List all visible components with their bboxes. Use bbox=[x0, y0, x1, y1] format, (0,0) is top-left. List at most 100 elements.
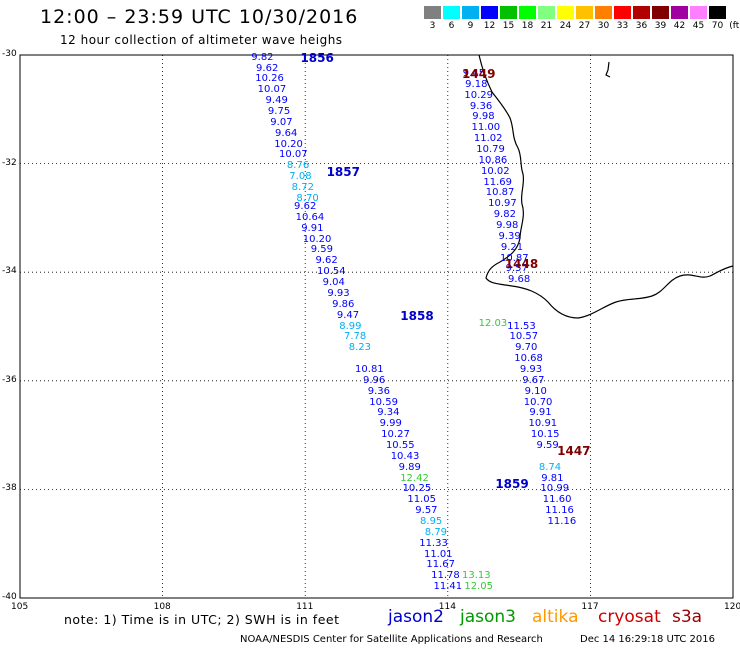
map-title: 12:00 – 23:59 UTC 10/30/2016 bbox=[40, 6, 359, 28]
legend-swatch-label: 3 bbox=[429, 21, 436, 31]
wave-height-label: 9.10 bbox=[524, 385, 547, 397]
wave-height-label: 11.33 bbox=[419, 537, 448, 549]
wave-height-label: 9.75 bbox=[267, 106, 291, 117]
wave-height-label: 10.43 bbox=[390, 450, 420, 462]
wave-height-label: 9.59 bbox=[536, 439, 559, 451]
legend-swatch bbox=[671, 6, 688, 19]
wave-height-label: 9.62 bbox=[315, 255, 338, 267]
y-tick-label: -36 bbox=[2, 374, 17, 385]
legend-swatch-label: 9 bbox=[467, 21, 474, 31]
legend-swatch-label: 12 bbox=[483, 21, 496, 31]
wave-height-label: 10.91 bbox=[528, 418, 558, 430]
legend-swatch-label: 21 bbox=[540, 21, 553, 31]
wave-height-label: 9.67 bbox=[522, 374, 545, 386]
wave-height-label: 10.57 bbox=[509, 331, 539, 343]
wave-height-label: 8.70 bbox=[296, 192, 319, 204]
y-tick-label: -30 bbox=[2, 49, 17, 59]
wave-height-label: 8.79 bbox=[424, 526, 448, 538]
wave-height-label: 11.01 bbox=[423, 548, 453, 560]
wave-height-label: 8.99 bbox=[339, 320, 362, 332]
legend-swatch bbox=[500, 6, 517, 19]
legend-swatch bbox=[462, 6, 479, 19]
wave-height-label: 8.74 bbox=[538, 461, 562, 473]
wave-height-label: 8.95 bbox=[420, 515, 443, 527]
legend-swatch bbox=[443, 6, 460, 19]
wave-height-label: 12.42 bbox=[400, 472, 429, 484]
wave-height-label: 10.20 bbox=[274, 138, 303, 150]
wave-height-label: 9.36 bbox=[367, 385, 391, 397]
legend-swatch-label: 33 bbox=[616, 21, 629, 31]
legend-swatch bbox=[595, 6, 612, 19]
x-tick-label: 120 bbox=[724, 602, 740, 612]
wave-height-label: 9.21 bbox=[500, 241, 524, 253]
wave-height-label: 9.59 bbox=[310, 244, 333, 256]
wave-height-label: 9.18 bbox=[465, 78, 488, 90]
legend-swatch-label: 24 bbox=[559, 21, 572, 31]
wave-height-label: 11.67 bbox=[426, 559, 455, 571]
wave-height-label: 9.45 bbox=[462, 68, 486, 79]
wave-height-label: 11.00 bbox=[471, 122, 501, 134]
wave-height-label: 9.91 bbox=[301, 222, 324, 234]
legend-swatch-label: 36 bbox=[635, 21, 648, 31]
wave-height-label: 12.03 bbox=[478, 317, 508, 329]
y-tick-label: -34 bbox=[2, 266, 17, 277]
wave-height-label: 9.70 bbox=[515, 342, 538, 354]
legend-swatch-label: 42 bbox=[673, 21, 686, 31]
legend-swatch bbox=[557, 6, 574, 19]
x-tick-label: 105 bbox=[11, 602, 29, 612]
wave-height-label: 10.59 bbox=[369, 396, 398, 408]
wave-height-label: 9.96 bbox=[362, 374, 386, 386]
legend-swatch-label: 6 bbox=[448, 21, 455, 31]
coastline-western-australia bbox=[478, 54, 734, 319]
wave-height-label: 9.62 bbox=[256, 62, 279, 74]
wave-height-label: 10.54 bbox=[317, 266, 346, 278]
wave-height-label: 9.98 bbox=[496, 220, 519, 232]
y-tick-label: -32 bbox=[2, 157, 17, 168]
wave-height-label: 10.29 bbox=[464, 89, 494, 101]
wave-height-label: 8.76 bbox=[286, 160, 310, 172]
wave-height-label: 10.07 bbox=[278, 149, 308, 161]
wave-height-label: 10.07 bbox=[257, 84, 287, 96]
x-tick-label: 117 bbox=[581, 602, 599, 612]
map-area bbox=[20, 55, 733, 598]
y-tick-label: -40 bbox=[2, 592, 17, 602]
satellite-legend-item: cryosat bbox=[598, 607, 661, 627]
wave-height-label: 9.57 bbox=[415, 505, 438, 517]
coastline-island-marker bbox=[605, 61, 611, 78]
wave-height-label: 10.27 bbox=[381, 429, 410, 441]
x-tick-label: 114 bbox=[438, 602, 456, 612]
wave-height-label: 9.99 bbox=[379, 418, 402, 430]
wave-height-label: 9.39 bbox=[498, 230, 521, 242]
pass-number-label: 1447 bbox=[557, 444, 591, 459]
legend-swatch bbox=[709, 6, 726, 19]
wave-height-label: 7.78 bbox=[343, 331, 367, 343]
legend-swatch-label: 27 bbox=[578, 21, 591, 31]
footnote: note: 1) Time is in UTC; 2) SWH is in fe… bbox=[64, 612, 340, 627]
legend-unit: (ft) bbox=[729, 21, 740, 31]
legend-swatch-label: 45 bbox=[692, 21, 705, 31]
legend-swatch-label: 18 bbox=[521, 21, 534, 31]
wave-height-label: 11.60 bbox=[542, 494, 572, 506]
legend-swatch bbox=[614, 6, 631, 19]
wave-height-label: 11.16 bbox=[547, 515, 577, 527]
wave-height-label: 9.36 bbox=[469, 100, 493, 112]
wave-height-label: 10.25 bbox=[402, 483, 432, 495]
wave-height-label: 9.34 bbox=[377, 407, 400, 419]
pass-number-label: 1448 bbox=[504, 257, 539, 272]
wave-height-label: 9.93 bbox=[519, 363, 543, 375]
wave-height-label: 10.26 bbox=[255, 73, 284, 85]
wave-height-label: 9.07 bbox=[270, 116, 293, 128]
pass-number-label: 1859 bbox=[495, 476, 529, 491]
wave-height-label: 11.16 bbox=[545, 505, 574, 517]
wave-height-label: 10.55 bbox=[385, 439, 415, 451]
wave-height-label: 11.78 bbox=[431, 570, 460, 582]
wave-height-label: 9.64 bbox=[275, 127, 298, 139]
grid-lines bbox=[20, 55, 733, 598]
wave-height-label: 10.99 bbox=[540, 483, 570, 495]
pass-number-label: 1449 bbox=[462, 67, 496, 81]
wave-height-label: 9.47 bbox=[336, 309, 360, 321]
wave-height-label: 9.81 bbox=[541, 472, 564, 484]
wave-height-label: 9.04 bbox=[322, 277, 345, 289]
wave-height-label: 10.86 bbox=[478, 154, 508, 166]
